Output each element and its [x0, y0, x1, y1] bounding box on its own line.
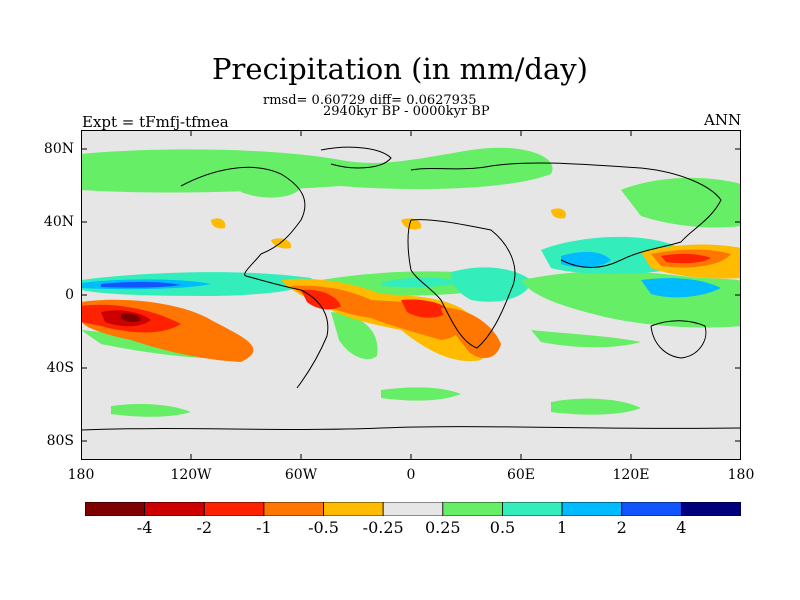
- northern-high-latitude-wet: [81, 147, 553, 193]
- north-america-dry: [211, 218, 226, 229]
- central-asia-dry: [551, 208, 566, 219]
- precipitation-anomaly-map: [81, 130, 741, 460]
- lon-label: 60W: [284, 467, 318, 483]
- colorbar-swatch: [323, 502, 384, 516]
- chart-title: Precipitation (in mm/day): [212, 52, 588, 86]
- north-america-wet: [231, 170, 301, 198]
- south-america-wet: [331, 312, 378, 360]
- colorbar-swatch: [561, 502, 623, 516]
- colorbar-label: 0.25: [424, 518, 461, 537]
- south-indian-wet: [531, 330, 641, 348]
- maritime-continent-wet: [641, 278, 721, 298]
- lon-label: 0: [406, 467, 416, 483]
- lat-label: 80S: [46, 433, 74, 449]
- colorbar-swatch: [263, 502, 324, 516]
- south-america-coastline: [245, 275, 329, 389]
- lon-label: 180: [67, 467, 95, 483]
- africa-wet-region: [450, 267, 531, 302]
- southern-africa-dry: [441, 307, 501, 359]
- colorbar-label: -2: [196, 518, 213, 537]
- colorbar-label: 2: [616, 518, 627, 537]
- lon-label: 180: [727, 467, 755, 483]
- colorbar-swatch: [382, 502, 444, 516]
- greenland-coastline: [320, 146, 392, 169]
- southern-ocean-wet-3: [551, 398, 641, 415]
- colorbar-swatch: [203, 502, 265, 516]
- west-pacific-dry-core: [661, 253, 711, 264]
- lon-label: 120E: [612, 467, 650, 483]
- lat-label: 80N: [43, 141, 74, 157]
- axis-ticks: [81, 130, 741, 460]
- colorbar-label: 0.5: [489, 518, 516, 537]
- tropical-atlantic-dry-core: [401, 299, 449, 318]
- experiment-label: Expt = tFmfj-tfmea: [82, 113, 229, 131]
- pacific-itcz-max: [101, 281, 181, 288]
- colorbar: [85, 502, 741, 516]
- antarctica-coastline: [81, 426, 741, 431]
- anomaly-fields: [81, 147, 741, 417]
- lat-label: 40N: [43, 214, 74, 230]
- lon-label: 60E: [506, 467, 536, 483]
- amazon-dry-core: [301, 289, 341, 310]
- bay-of-bengal-wet: [561, 251, 611, 268]
- atlantic-itcz-core: [381, 277, 461, 288]
- lat-label: 0: [65, 287, 74, 303]
- africa-coastline: [407, 219, 516, 349]
- southern-ocean-wet-2: [381, 387, 461, 401]
- colorbar-label: -0.5: [308, 518, 339, 537]
- colorbar-swatch: [680, 502, 741, 516]
- colorbar-swatch: [502, 502, 563, 516]
- southern-ocean-wet-1: [111, 404, 191, 417]
- north-africa-dry: [401, 218, 422, 230]
- colorbar-label: 1: [557, 518, 568, 537]
- season-label: ANN: [704, 111, 742, 129]
- australia-coastline: [650, 320, 707, 359]
- lat-label: 40S: [46, 360, 74, 376]
- colorbar-swatch: [442, 502, 503, 516]
- north-america-coastline: [180, 166, 306, 277]
- coastlines: [81, 146, 741, 431]
- colorbar-label: -4: [136, 518, 153, 537]
- colorbar-swatch: [144, 502, 205, 516]
- colorbar-label: -1: [256, 518, 272, 537]
- south-pacific-dry-max: [121, 313, 141, 323]
- eurasia-coastline: [410, 162, 722, 268]
- rmsd-diff-stats: rmsd= 0.60729 diff= 0.0627935: [263, 93, 477, 108]
- time-period: 2940kyr BP - 0000kyr BP: [323, 104, 490, 119]
- negative-anomaly-regions: [81, 208, 741, 362]
- colorbar-label: -0.25: [362, 518, 404, 537]
- colorbar-swatch: [85, 502, 146, 516]
- colorbar-swatch: [621, 502, 682, 516]
- colorbar-label: 4: [676, 518, 687, 537]
- lon-label: 120W: [170, 467, 212, 483]
